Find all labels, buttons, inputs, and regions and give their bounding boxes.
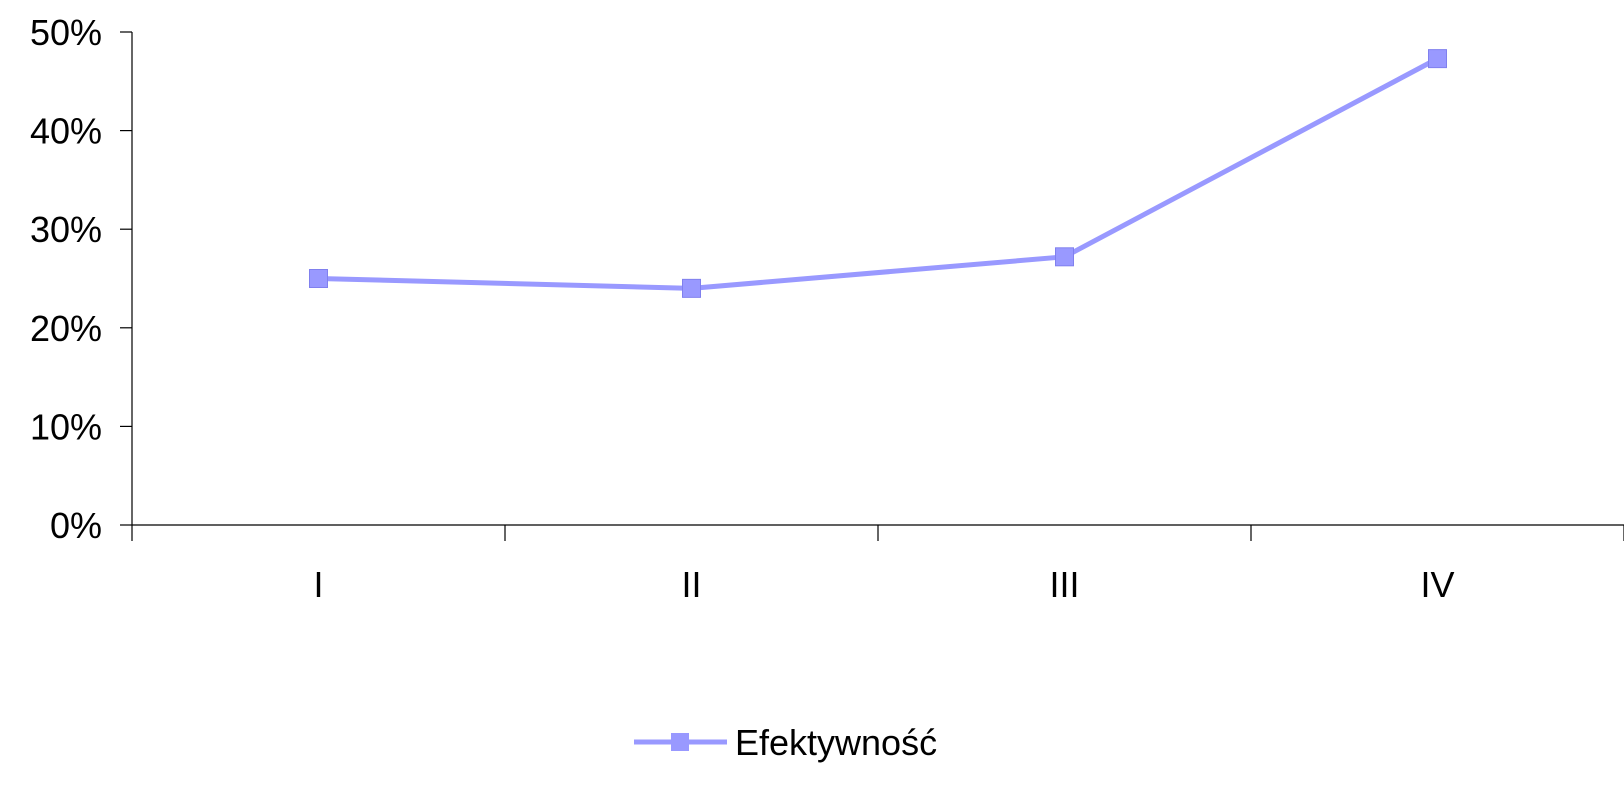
data-point bbox=[1055, 247, 1074, 267]
y-tick-label: 40% bbox=[30, 111, 102, 152]
y-tick-label: 30% bbox=[30, 209, 102, 250]
y-tick-label: 50% bbox=[30, 12, 102, 53]
y-axis-ticks: 0% 10% 20% 30% 40% 50% bbox=[30, 12, 132, 546]
y-tick-label: 10% bbox=[30, 406, 102, 447]
series-line bbox=[318, 56, 1439, 291]
axes bbox=[131, 32, 1624, 541]
x-axis-ticks: I II III IV bbox=[313, 525, 1624, 605]
x-tick-label: IV bbox=[1420, 564, 1454, 605]
y-tick-label: 20% bbox=[30, 308, 102, 349]
series-layer bbox=[309, 49, 1447, 298]
x-tick-label: III bbox=[1049, 564, 1079, 605]
data-point bbox=[682, 278, 701, 298]
x-tick-label: I bbox=[313, 564, 323, 605]
legend: Efektywność bbox=[634, 722, 937, 763]
data-point bbox=[309, 269, 328, 288]
legend-label: Efektywność bbox=[735, 722, 937, 763]
data-point bbox=[1428, 49, 1447, 69]
x-tick-label: II bbox=[681, 564, 701, 605]
legend-marker-swatch bbox=[671, 733, 689, 751]
y-tick-label: 0% bbox=[50, 505, 102, 546]
